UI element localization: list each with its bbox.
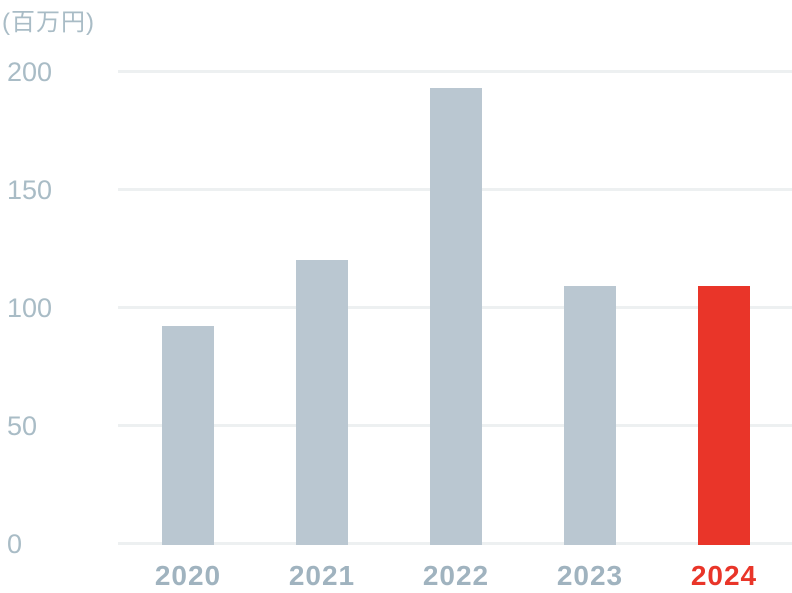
bar-2023 [564,286,616,545]
gridline-200 [118,70,792,73]
y-tick-label-0: 0 [7,528,23,559]
x-axis-label-2020: 2020 [154,560,222,591]
y-tick-label-150: 150 [7,174,53,205]
bar-2022 [430,88,482,545]
x-axis-label-2024: 2024 [690,560,758,591]
y-tick-label-100: 100 [7,292,53,323]
y-tick-label-200: 200 [7,56,53,87]
y-tick-label-50: 50 [7,410,38,441]
x-axis-label-2021: 2021 [288,560,356,591]
y-axis-unit-label: (百万円) [2,9,95,36]
bar-2024 [698,286,750,545]
bar-2021 [296,260,348,545]
x-axis-label-2023: 2023 [556,560,624,591]
bar-2020 [162,326,214,545]
x-axis-label-2022: 2022 [422,560,490,591]
